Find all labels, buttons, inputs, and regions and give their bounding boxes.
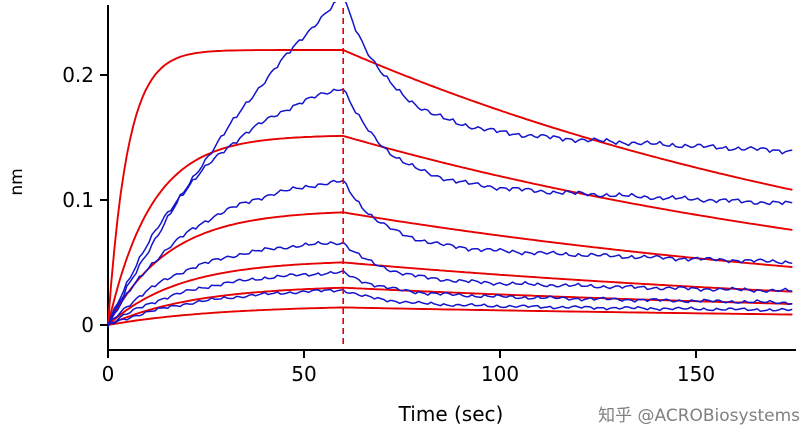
measured-curve [107, 240, 793, 326]
axis-ticks-group: 0 0.1 0.2 0 50 100 150 [62, 63, 715, 386]
fit-curve [107, 134, 793, 326]
x-tick-label: 0 [102, 362, 115, 386]
measured-curve [107, 179, 793, 328]
x-tick-label: 100 [481, 362, 519, 386]
measured-curve [107, 88, 793, 327]
fit-curve [107, 306, 793, 326]
fit-curve [107, 211, 793, 326]
x-tick-label: 150 [677, 362, 715, 386]
measured-curve [107, 2, 793, 328]
fit-curves-group [107, 49, 793, 326]
fit-curve [107, 49, 793, 326]
measured-curve [107, 288, 793, 325]
x-tick-label: 50 [291, 362, 316, 386]
y-axis-title: nm [7, 168, 27, 195]
x-axis-title: Time (sec) [398, 402, 504, 426]
measured-curves-group [107, 2, 793, 328]
watermark-text: 知乎 @ACROBiosystems [598, 406, 800, 426]
y-tick-label: 0.1 [62, 188, 94, 212]
measured-curve [107, 269, 793, 327]
fit-curve [107, 261, 793, 326]
y-tick-label: 0.2 [62, 63, 94, 87]
y-tick-label: 0 [81, 313, 94, 337]
